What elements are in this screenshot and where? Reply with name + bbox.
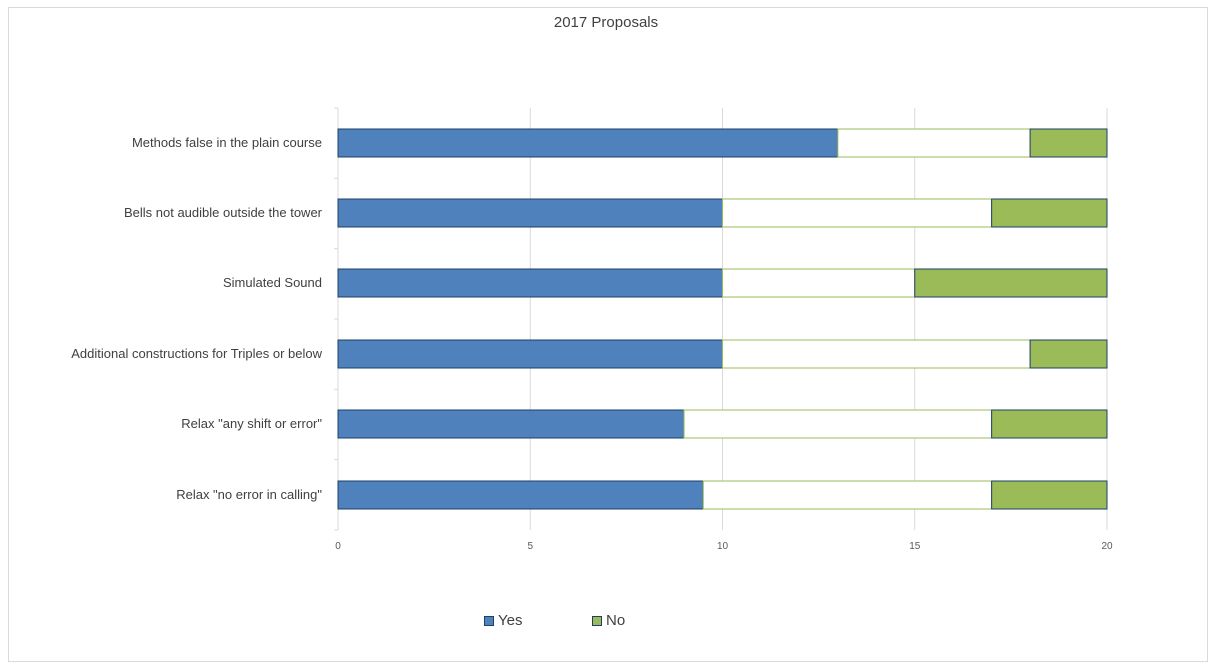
category-label: Relax "no error in calling" [176, 487, 322, 502]
bar-gap-4 [683, 409, 993, 439]
bar-no-4 [991, 409, 1108, 439]
legend-item-no: No [592, 612, 625, 629]
bar-yes-0 [337, 128, 839, 158]
x-tick-label: 0 [335, 541, 341, 552]
bar-no-1 [991, 198, 1108, 228]
category-label: Simulated Sound [222, 275, 322, 290]
bar-yes-5 [337, 480, 704, 510]
legend-swatch-no [592, 615, 602, 626]
x-tick-label: 5 [527, 541, 534, 552]
x-tick-label: 10 [716, 541, 729, 552]
x-tick-label: 15 [909, 541, 921, 552]
category-label: Methods false in the plain course [131, 135, 322, 150]
bar-no-3 [1029, 339, 1108, 369]
bar-gap-3 [722, 339, 1031, 369]
bar-no-0 [1029, 128, 1108, 158]
bar-yes-2 [337, 268, 723, 298]
bar-gap-5 [702, 480, 993, 510]
legend-label-yes: Yes [498, 612, 523, 629]
x-tick-label: 20 [1101, 541, 1113, 552]
bar-yes-4 [337, 409, 685, 439]
chart-frame [8, 7, 1208, 662]
bar-yes-3 [337, 339, 723, 369]
legend: Yes No [0, 612, 1212, 632]
legend-label-no: No [606, 612, 626, 629]
chart-title: 2017 Proposals [553, 14, 659, 31]
bar-gap-2 [722, 268, 916, 298]
bar-yes-1 [337, 198, 723, 228]
legend-swatch-yes [484, 615, 494, 626]
bar-gap-1 [722, 198, 993, 228]
bar-no-2 [914, 268, 1108, 298]
bar-no-5 [991, 480, 1108, 510]
category-label: Bells not audible outside the tower [123, 205, 322, 220]
category-label: Additional constructions for Triples or … [71, 346, 322, 361]
bar-gap-0 [837, 128, 1031, 158]
legend-item-yes: Yes [484, 612, 522, 629]
category-label: Relax "any shift or error" [181, 416, 322, 431]
